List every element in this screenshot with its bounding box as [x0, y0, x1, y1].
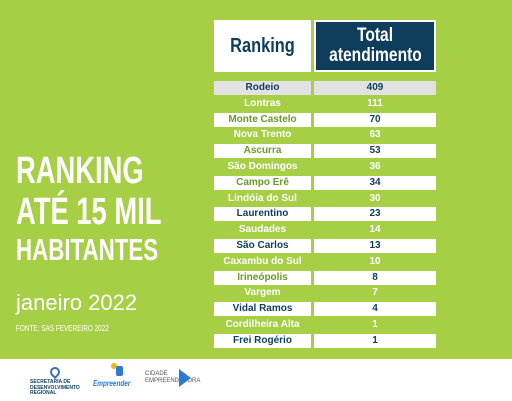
- city-cell: Frei Rogério: [214, 333, 311, 348]
- table-row: Cordilheira Alta 1: [214, 317, 436, 332]
- title-block: RANKING ATÉ 15 MIL HABITANTES: [16, 152, 201, 265]
- table-row: Rodeio 409: [214, 81, 436, 95]
- value-cell: 63: [314, 128, 436, 143]
- logo3-text: CIDADE EMPREENDEDORA: [145, 371, 201, 384]
- logo1-text: SECRETARIA DE DESENVOLVIMENTO REGIONAL: [30, 379, 80, 396]
- table-row: São Domingos 36: [214, 159, 436, 174]
- header-total: Total atendimento: [314, 20, 436, 72]
- table-row: São Carlos 13: [214, 238, 436, 253]
- city-cell: Campo Erê: [214, 175, 311, 190]
- value-cell: 111: [314, 96, 436, 111]
- table-row: Vargem 7: [214, 286, 436, 301]
- table-row: Campo Erê 34: [214, 175, 436, 190]
- value-cell: 1: [314, 317, 436, 332]
- city-cell: Irineópolis: [214, 270, 311, 285]
- table-row: Lindóia do Sul 30: [214, 191, 436, 206]
- title-line-2: ATÉ 15 MIL: [16, 191, 162, 233]
- title-line-1: RANKING: [16, 150, 144, 192]
- city-cell: Vidal Ramos: [214, 302, 311, 317]
- value-cell: 70: [314, 112, 436, 127]
- value-cell: 14: [314, 223, 436, 238]
- value-cell: 8: [314, 270, 436, 285]
- value-cell: 4: [314, 302, 436, 317]
- logo2-text: Empreender: [93, 379, 131, 388]
- value-cell: 10: [314, 254, 436, 269]
- table-row: Caxambu do Sul 10: [214, 254, 436, 269]
- city-cell: Caxambu do Sul: [214, 254, 311, 269]
- table-row: Laurentino 23: [214, 207, 436, 222]
- value-cell: 1: [314, 333, 436, 348]
- value-cell: 30: [314, 191, 436, 206]
- header-ranking-label: Ranking: [230, 34, 295, 57]
- logo-cidade-empreendedora: CIDADE EMPREENDEDORA: [145, 367, 200, 393]
- arrow-right-icon: [179, 369, 191, 387]
- value-cell: 34: [314, 175, 436, 190]
- header-total-line-2: atendimento: [328, 45, 422, 66]
- header-ranking: Ranking: [214, 20, 311, 72]
- title-line-3: HABITANTES: [16, 232, 159, 267]
- table-row: Nova Trento 63: [214, 128, 436, 143]
- table-row: Vidal Ramos 4: [214, 302, 436, 317]
- value-cell: 13: [314, 238, 436, 253]
- city-cell: Laurentino: [214, 207, 311, 222]
- value-cell: 23: [314, 207, 436, 222]
- city-cell: Monte Castelo: [214, 112, 311, 127]
- period-label: janeiro 2022: [16, 290, 138, 315]
- map-pin-icon: [47, 364, 63, 380]
- city-cell: Nova Trento: [214, 128, 311, 143]
- header-total-line-1: Total: [356, 25, 394, 46]
- city-cell: Saudades: [214, 223, 311, 238]
- logo-empreender: Empreender: [93, 363, 141, 395]
- city-cell: São Domingos: [214, 159, 311, 174]
- value-cell: 53: [314, 144, 436, 159]
- table-row: Saudades 14: [214, 223, 436, 238]
- table-row: Monte Castelo 70: [214, 112, 436, 127]
- footer-logos: SECRETARIA DE DESENVOLVIMENTO REGIONAL E…: [0, 359, 512, 401]
- ranking-table: Rodeio 409 Lontras 111 Monte Castelo 70 …: [214, 81, 436, 350]
- table-row: Frei Rogério 1: [214, 333, 436, 348]
- city-cell: São Carlos: [214, 238, 311, 253]
- city-cell: Lindóia do Sul: [214, 191, 311, 206]
- person-icon: [111, 363, 123, 377]
- value-cell: 409: [314, 81, 436, 95]
- city-cell: Cordilheira Alta: [214, 317, 311, 332]
- source-note: FONTE: SAS FEVEREIRO 2022: [16, 324, 109, 333]
- city-cell: Rodeio: [214, 81, 311, 95]
- city-cell: Vargem: [214, 286, 311, 301]
- table-row: Irineópolis 8: [214, 270, 436, 285]
- value-cell: 7: [314, 286, 436, 301]
- city-cell: Ascurra: [214, 144, 311, 159]
- logo-desenvolvimento-regional: SECRETARIA DE DESENVOLVIMENTO REGIONAL: [30, 364, 86, 396]
- value-cell: 36: [314, 159, 436, 174]
- city-cell: Lontras: [214, 96, 311, 111]
- table-row: Ascurra 53: [214, 144, 436, 159]
- table-row: Lontras 111: [214, 96, 436, 111]
